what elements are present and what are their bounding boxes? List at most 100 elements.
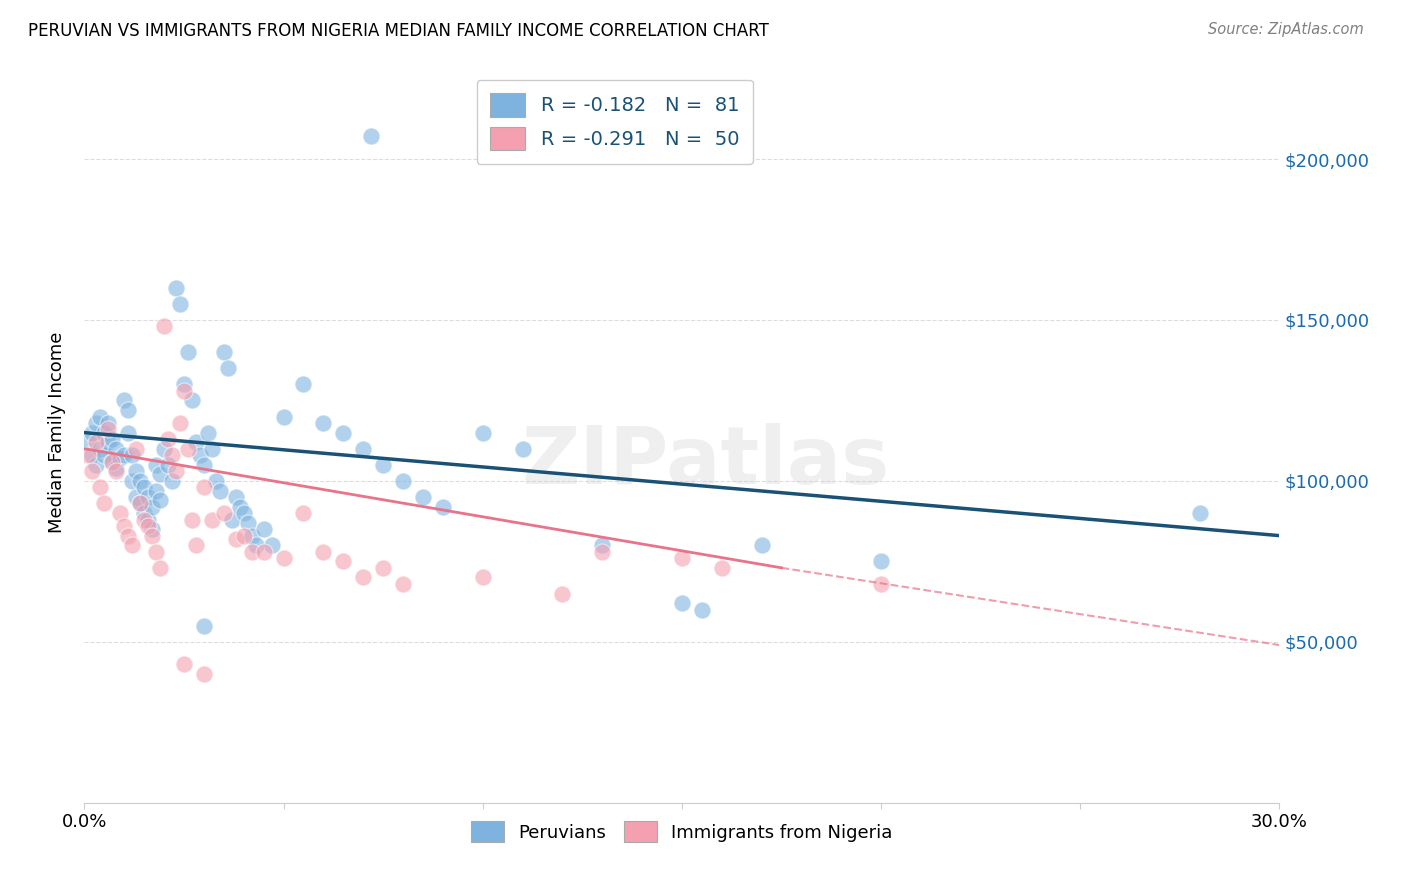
Point (332, 425, 354, 440)
Point (160, 474, 183, 488)
Point (112, 519, 135, 533)
Point (86, 435, 108, 450)
Point (332, 554, 354, 568)
Point (197, 425, 219, 440)
Point (471, 570, 494, 584)
Point (117, 425, 139, 440)
Point (236, 516, 259, 530)
Point (201, 512, 224, 526)
Point (184, 538, 207, 552)
Point (591, 545, 613, 559)
Point (101, 432, 124, 446)
Point (82, 464, 104, 478)
Point (89, 409, 111, 424)
Point (110, 506, 132, 520)
Point (77, 435, 100, 450)
Point (432, 500, 454, 514)
Point (129, 496, 152, 510)
Point (129, 496, 152, 510)
Point (392, 577, 415, 591)
Point (212, 506, 235, 520)
Point (751, 538, 773, 552)
Point (292, 377, 315, 392)
Point (253, 545, 276, 559)
Point (173, 384, 195, 398)
Point (1188, 506, 1211, 520)
Point (273, 551, 295, 566)
Point (136, 490, 159, 504)
Point (710, 561, 733, 575)
Point (193, 480, 215, 494)
Point (240, 528, 263, 542)
Point (471, 425, 494, 440)
Point (245, 538, 267, 552)
Point (160, 448, 183, 462)
Point (165, 281, 187, 295)
Point (352, 570, 374, 584)
Point (82, 425, 104, 440)
Point (121, 474, 143, 488)
Point (157, 432, 180, 446)
Point (177, 442, 200, 456)
Point (253, 522, 276, 536)
Point (360, 129, 382, 144)
Point (153, 442, 176, 456)
Point (105, 442, 128, 456)
Point (412, 490, 434, 504)
Point (141, 500, 163, 514)
Point (86, 458, 108, 472)
Point (97, 435, 120, 450)
Point (145, 545, 167, 559)
Text: Source: ZipAtlas.com: Source: ZipAtlas.com (1208, 22, 1364, 37)
Point (184, 435, 207, 450)
Point (86, 416, 108, 430)
Point (870, 577, 893, 591)
Point (177, 345, 200, 359)
Point (105, 461, 128, 475)
Point (173, 377, 195, 392)
Point (165, 464, 187, 478)
Point (121, 448, 143, 462)
Legend: Peruvians, Immigrants from Nigeria: Peruvians, Immigrants from Nigeria (464, 814, 900, 849)
Point (117, 403, 139, 417)
Point (132, 506, 156, 520)
Point (112, 393, 135, 408)
Point (205, 474, 228, 488)
Point (101, 454, 124, 468)
Point (591, 538, 613, 552)
Point (212, 345, 235, 359)
Point (232, 506, 254, 520)
Point (77, 448, 100, 462)
Point (136, 519, 159, 533)
Point (89, 480, 111, 494)
Point (125, 490, 148, 504)
Point (141, 522, 163, 536)
Text: PERUVIAN VS IMMIGRANTS FROM NIGERIA MEDIAN FAMILY INCOME CORRELATION CHART: PERUVIAN VS IMMIGRANTS FROM NIGERIA MEDI… (28, 22, 769, 40)
Point (217, 361, 239, 376)
Point (121, 538, 143, 552)
Point (125, 464, 148, 478)
Point (225, 490, 247, 504)
Point (260, 538, 283, 552)
Point (97, 422, 120, 436)
Point (173, 657, 195, 672)
Point (352, 442, 374, 456)
Point (690, 602, 713, 616)
Point (373, 458, 395, 472)
Point (169, 297, 191, 311)
Point (157, 458, 180, 472)
Point (292, 506, 315, 520)
Point (392, 474, 415, 488)
Point (870, 554, 893, 568)
Point (208, 483, 231, 498)
Point (149, 561, 172, 575)
Y-axis label: Median Family Income: Median Family Income (48, 332, 66, 533)
Point (149, 467, 172, 482)
Point (181, 512, 204, 526)
Point (125, 442, 148, 456)
Point (97, 416, 120, 430)
Point (93, 425, 115, 440)
Point (141, 528, 163, 542)
Point (169, 416, 191, 430)
Point (132, 512, 156, 526)
